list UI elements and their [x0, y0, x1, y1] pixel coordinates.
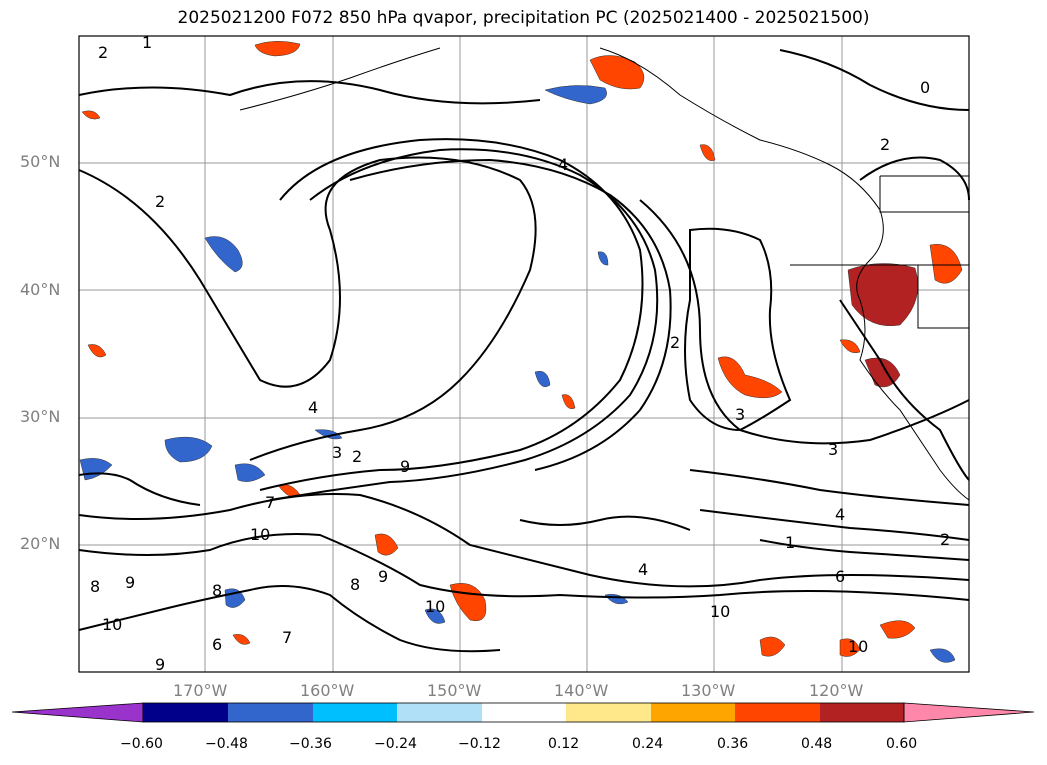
lat-label: 50°N	[20, 152, 61, 171]
contour-label: 0	[920, 78, 930, 97]
contour-label: 10	[250, 525, 270, 544]
colorbar-tick: −0.24	[374, 736, 417, 752]
contour-label: 4	[308, 398, 318, 417]
contour-label: 3	[828, 440, 838, 459]
contour-label: 9	[378, 567, 388, 586]
lat-label: 40°N	[20, 280, 61, 299]
lat-label: 20°N	[20, 534, 61, 553]
contour-label: 9	[125, 573, 135, 592]
colorbar	[11, 702, 1035, 723]
contour-label: 10	[710, 602, 730, 621]
contour-label: 2	[155, 192, 165, 211]
contour-label: 9	[155, 655, 165, 674]
colorbar-tick: −0.48	[205, 736, 248, 752]
contour-label-group: 2 1 0 4 2 2 2 1 3 4 3 2 10 9 3 2 7 4 10 …	[90, 33, 950, 674]
colorbar-tick: −0.12	[458, 736, 501, 752]
colorbar-tick: 0.12	[548, 736, 580, 752]
contour-label: 10	[102, 615, 122, 634]
lat-label: 30°N	[20, 407, 61, 426]
contour-label: 2	[352, 447, 362, 466]
coastline	[239, 47, 970, 501]
contour-label: 2	[670, 333, 680, 352]
contour-label: 8	[90, 577, 100, 596]
contour-label: 8	[350, 575, 360, 594]
lon-label: 140°W	[554, 681, 609, 700]
colorbar-tick: 0.60	[886, 736, 918, 752]
lon-label: 150°W	[427, 681, 482, 700]
map-title: 2025021200 F072 850 hPa qvapor, precipit…	[177, 8, 870, 28]
contour-label: 4	[835, 505, 845, 524]
contour-label: 7	[282, 628, 292, 647]
contour-label: 2	[940, 530, 950, 549]
qvapor-contours	[78, 49, 970, 653]
contour-label: 1	[785, 533, 795, 552]
map-frame	[78, 35, 970, 673]
colorbar-tick: −0.36	[289, 736, 332, 752]
contour-label: 1	[142, 33, 152, 52]
contour-label: 8	[212, 581, 222, 600]
precip-negative-areas	[79, 85, 956, 663]
contour-label: 4	[558, 155, 568, 174]
lon-label: 130°W	[681, 681, 736, 700]
contour-label: 3	[735, 405, 745, 424]
colorbar-tick: 0.24	[632, 736, 664, 752]
contour-label: 6	[835, 567, 845, 586]
contour-label: 3	[332, 443, 342, 462]
colorbar-tick: −0.60	[120, 736, 163, 752]
contour-label: 10	[425, 597, 445, 616]
contour-label: 4	[638, 560, 648, 579]
lon-label: 170°W	[173, 681, 228, 700]
contour-label: 6	[212, 635, 222, 654]
colorbar-tick: 0.48	[801, 736, 833, 752]
lon-label: 120°W	[809, 681, 864, 700]
contour-label: 2	[98, 43, 108, 62]
contour-label: 7	[265, 493, 275, 512]
contour-label: 10	[848, 637, 868, 656]
colorbar-tick: 0.36	[717, 736, 749, 752]
lon-label: 160°W	[300, 681, 355, 700]
contour-label: 2	[880, 135, 890, 154]
contour-label: 9	[400, 457, 410, 476]
graticule	[79, 36, 969, 672]
